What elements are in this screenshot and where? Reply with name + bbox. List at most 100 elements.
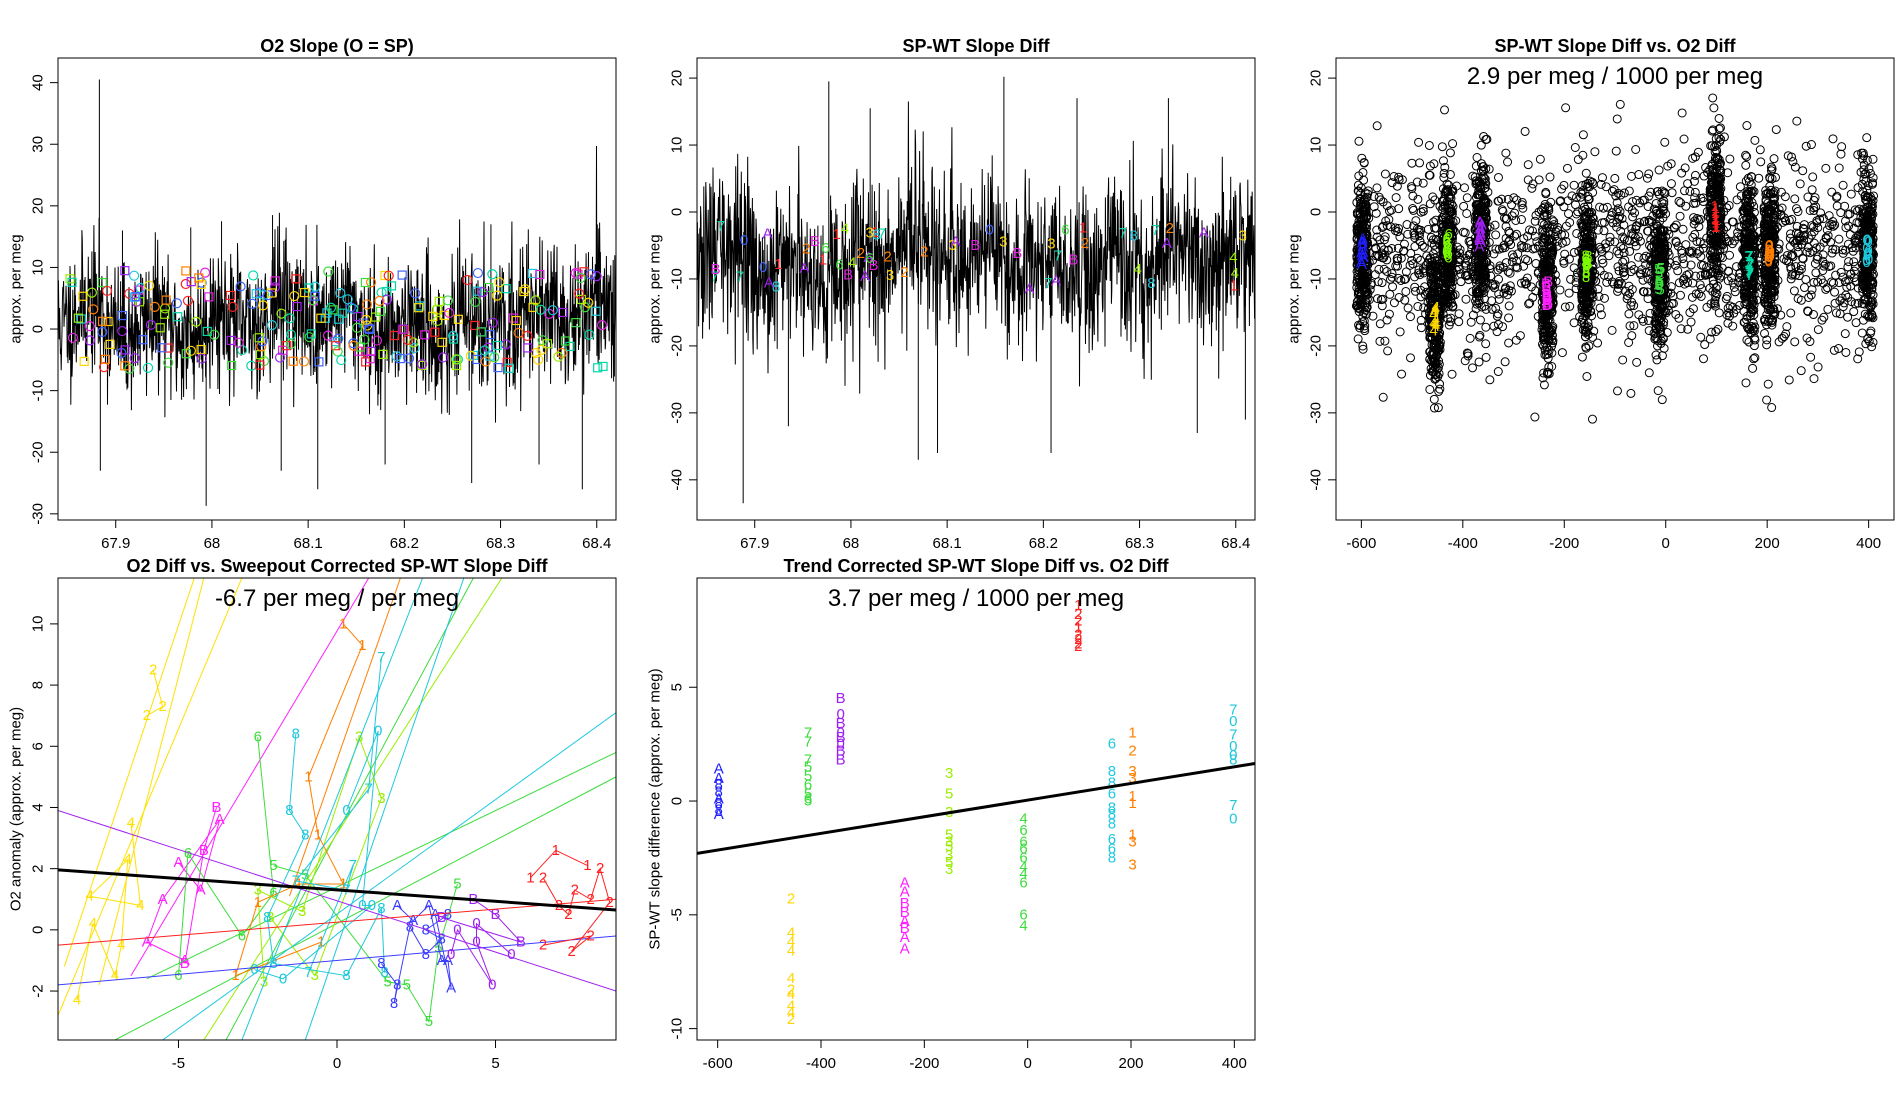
scatter-point <box>1675 211 1685 221</box>
scatter-point <box>1630 208 1640 218</box>
scatter-point <box>1424 140 1434 150</box>
scatter-point <box>1631 224 1641 234</box>
overlay-marker <box>352 322 363 333</box>
group-point-label: 0 <box>374 722 382 739</box>
overlay-label: A <box>863 249 873 266</box>
overlay-marker <box>519 286 529 297</box>
overlay-marker <box>306 329 316 339</box>
scatter-point <box>1481 179 1491 189</box>
cluster-label: 6 <box>1442 231 1450 248</box>
overlay-marker <box>323 266 334 277</box>
cluster-label: 4 <box>1430 304 1438 321</box>
scatter-point <box>1763 188 1773 198</box>
scatter-point <box>1860 190 1870 200</box>
scatter-point <box>1840 216 1850 226</box>
overlay-label: 0 <box>985 221 993 238</box>
scatter-point <box>1492 327 1502 337</box>
scatter-point <box>1517 243 1527 253</box>
scatter-point <box>1769 292 1779 302</box>
scatter-point <box>1708 93 1718 103</box>
overlay-marker <box>100 354 111 364</box>
scatter-point <box>1445 148 1455 158</box>
scatter-point <box>1358 344 1368 354</box>
scatter-point <box>1624 281 1634 291</box>
scatter-point <box>1480 174 1490 184</box>
scatter-point <box>1858 315 1868 325</box>
overlay-marker <box>194 273 204 283</box>
group-point-label: 8 <box>380 964 388 981</box>
scatter-point <box>1725 154 1735 164</box>
scatter-point <box>1683 278 1693 288</box>
scatter-point <box>1557 348 1567 358</box>
scatter-point <box>1691 198 1701 208</box>
y-axis-label: approx. per meg <box>647 234 664 343</box>
group-point-label: B <box>180 955 190 972</box>
scatter-point <box>1578 277 1588 287</box>
scatter-point <box>1653 260 1663 270</box>
plot-title: SP-WT Slope Diff <box>903 36 1051 56</box>
cluster-label: 4 <box>1429 323 1437 340</box>
overlay-marker <box>304 332 315 343</box>
x-tick-label: 67.9 <box>101 535 130 552</box>
group-point-label: 6 <box>174 967 182 984</box>
scatter-point <box>1494 274 1504 284</box>
scatter-point <box>1530 216 1540 226</box>
group-regression-line <box>288 578 401 897</box>
scatter-point <box>1760 328 1770 338</box>
scatter-point <box>1546 257 1556 267</box>
scatter-point <box>1528 292 1538 302</box>
scatter-point <box>1401 274 1411 284</box>
overlay-marker <box>408 337 419 348</box>
cluster-label: 7 <box>1744 249 1752 266</box>
scatter-point <box>1692 236 1702 246</box>
scatter-point <box>1674 313 1684 323</box>
scatter-point <box>1380 169 1390 179</box>
overlay-marker <box>383 270 394 281</box>
scatter-point <box>1813 252 1823 262</box>
scatter-point <box>1695 237 1705 247</box>
scatter-point <box>1438 263 1448 273</box>
cluster-label: 5 <box>1654 277 1662 294</box>
scatter-point <box>1454 317 1464 327</box>
cluster-label: 1 <box>1711 219 1719 236</box>
scatter-point <box>1824 211 1834 221</box>
cluster-label: 0 <box>1862 254 1870 271</box>
scatter-point <box>1865 262 1875 272</box>
group-path <box>184 807 217 964</box>
scatter-point <box>1612 198 1622 208</box>
x-tick-label: 68.3 <box>486 535 515 552</box>
scatter-point <box>1504 338 1514 348</box>
scatter-point <box>1363 267 1373 277</box>
group-point-label: 0 <box>472 934 480 951</box>
scatter-point <box>1862 234 1872 244</box>
x-tick-label: 0 <box>1662 535 1670 552</box>
cluster-label: 7 <box>1745 257 1753 274</box>
scatter-point <box>1707 159 1717 169</box>
scatter-point <box>1817 315 1827 325</box>
scatter-point <box>1577 181 1587 191</box>
scatter-point <box>1504 301 1514 311</box>
group-point-label: 3 <box>266 909 274 926</box>
group-path <box>266 733 386 977</box>
scatter-point <box>1578 150 1588 160</box>
scatter-point <box>1555 285 1565 295</box>
scatter-point <box>1619 267 1629 277</box>
scatter-point <box>1857 154 1867 164</box>
scatter-point <box>1493 196 1503 206</box>
chart-o2-slope: O2 Slope (O = SP)67.9 68 68.1 68.2 68.3 68.4-… <box>8 36 617 552</box>
scatter-point <box>1635 198 1645 208</box>
scatter-point <box>1706 205 1716 215</box>
scatter-point <box>1430 195 1440 205</box>
scatter-point <box>1544 234 1554 244</box>
scatter-point <box>1428 192 1438 202</box>
scatter-point <box>1659 247 1669 257</box>
overlay-label: 1 <box>1230 277 1238 294</box>
overlay-marker <box>417 359 428 370</box>
scatter-point <box>1432 364 1442 374</box>
scatter-point <box>1806 140 1816 150</box>
scatter-point <box>1816 208 1826 218</box>
scatter-point <box>1501 214 1511 224</box>
group-point-label: 5 <box>453 875 461 892</box>
overlay-label: 6 <box>1061 222 1069 239</box>
scatter-point <box>1767 320 1777 330</box>
